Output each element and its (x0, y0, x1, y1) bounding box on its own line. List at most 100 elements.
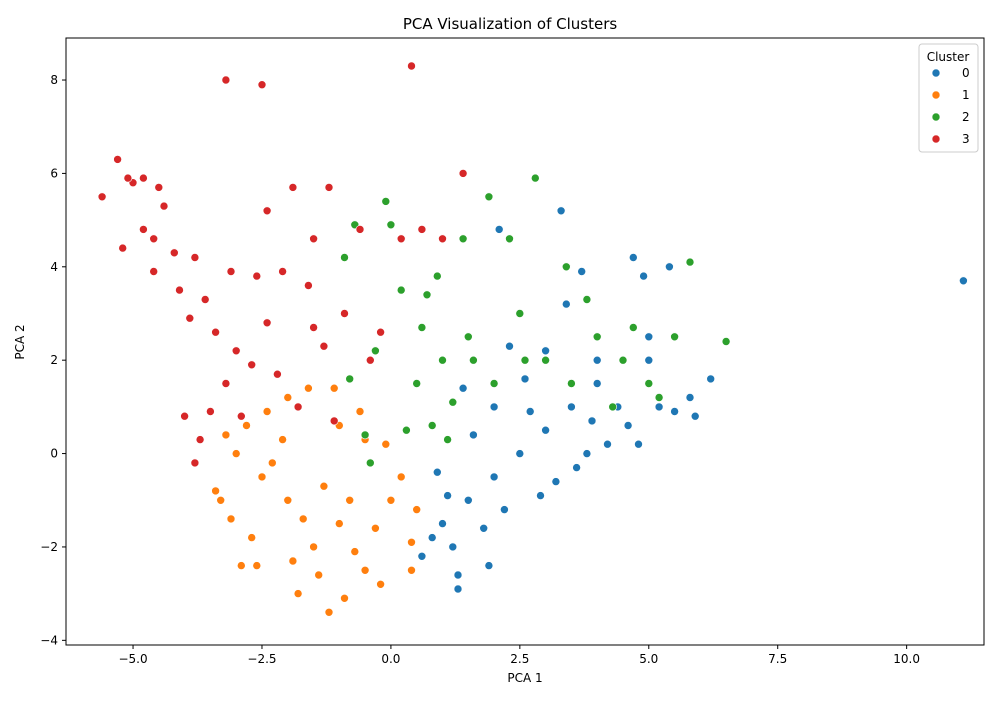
point-cluster-3-36 (340, 309, 349, 318)
point-cluster-2-16 (530, 173, 540, 183)
point-cluster-0-23 (561, 299, 571, 309)
y-tick-label: 8 (50, 73, 58, 87)
point-cluster-2-18 (458, 234, 468, 244)
point-cluster-3-49 (365, 355, 375, 365)
point-cluster-1-32 (386, 495, 396, 505)
point-cluster-2-38 (365, 458, 375, 468)
point-cluster-2-30 (360, 430, 370, 440)
legend-label-2: 2 (962, 110, 970, 124)
point-cluster-1-15 (376, 579, 385, 589)
point-cluster-2-19 (422, 290, 432, 300)
point-cluster-1-26 (288, 556, 298, 566)
y-tick-label: 4 (50, 260, 58, 274)
point-cluster-3-22 (221, 75, 231, 85)
point-cluster-0-49 (443, 491, 452, 500)
point-cluster-3-41 (293, 402, 303, 412)
point-cluster-2-25 (427, 421, 437, 430)
point-cluster-2-36 (469, 355, 478, 365)
point-cluster-3-10 (175, 285, 184, 295)
y-tick-label: −2 (40, 540, 58, 554)
legend-marker-3 (931, 134, 941, 144)
point-cluster-2-8 (618, 355, 628, 365)
point-cluster-2-1 (438, 355, 447, 365)
point-cluster-1-19 (226, 514, 236, 524)
legend-label-3: 3 (962, 132, 970, 146)
point-cluster-1-23 (319, 481, 329, 491)
point-cluster-0-33 (959, 276, 968, 286)
point-cluster-3-42 (309, 323, 318, 332)
series-cluster-2 (340, 173, 731, 468)
point-cluster-2-12 (685, 257, 695, 267)
point-cluster-0-27 (639, 271, 648, 281)
x-tick-label: −2.5 (247, 652, 276, 666)
point-cluster-1-12 (396, 472, 406, 482)
point-cluster-3-45 (149, 234, 158, 244)
point-cluster-0-24 (577, 267, 587, 276)
point-cluster-2-31 (432, 271, 442, 281)
point-cluster-1-30 (262, 407, 272, 416)
point-cluster-1-3 (360, 565, 370, 575)
point-cluster-3-1 (97, 192, 107, 202)
point-cluster-3-34 (278, 267, 287, 276)
point-cluster-0-6 (592, 379, 602, 388)
point-cluster-3-27 (288, 183, 298, 192)
point-cluster-1-5 (257, 472, 267, 482)
point-cluster-0-36 (479, 523, 489, 533)
point-cluster-3-29 (309, 234, 318, 244)
point-cluster-1-14 (407, 537, 416, 547)
point-cluster-0-44 (592, 355, 602, 365)
x-tick-label: −5.0 (118, 652, 147, 666)
point-cluster-0-1 (463, 495, 473, 505)
point-cluster-3-46 (139, 225, 148, 234)
point-cluster-2-13 (654, 393, 664, 402)
point-cluster-0-5 (567, 402, 576, 412)
plot-frame (65, 37, 985, 646)
point-cluster-3-5 (159, 201, 169, 211)
point-cluster-1-1 (334, 519, 344, 528)
point-cluster-0-2 (489, 472, 499, 482)
point-cluster-3-28 (262, 206, 272, 216)
point-cluster-2-6 (567, 379, 576, 388)
point-cluster-2-0 (412, 379, 422, 388)
point-cluster-1-38 (407, 565, 416, 575)
point-cluster-0-42 (458, 383, 468, 393)
point-cluster-2-17 (484, 192, 494, 202)
point-cluster-0-41 (525, 407, 535, 416)
point-cluster-2-27 (402, 425, 411, 435)
point-cluster-0-22 (541, 346, 550, 356)
point-cluster-3-16 (221, 379, 231, 388)
y-tick-label: 0 (50, 447, 58, 461)
point-cluster-0-4 (541, 425, 550, 435)
point-cluster-0-28 (556, 206, 566, 216)
point-cluster-3-23 (257, 80, 267, 89)
point-cluster-2-5 (541, 355, 550, 365)
point-cluster-2-35 (520, 355, 530, 365)
point-cluster-0-10 (427, 533, 437, 542)
legend-marker-1 (931, 90, 941, 100)
point-cluster-1-29 (355, 407, 365, 416)
point-cluster-2-34 (608, 402, 618, 412)
point-cluster-0-26 (665, 262, 674, 272)
legend-title: Cluster (927, 50, 970, 64)
point-cluster-3-4 (154, 183, 164, 192)
point-cluster-0-18 (690, 411, 700, 421)
point-cluster-1-7 (242, 421, 251, 430)
point-cluster-1-2 (283, 495, 293, 505)
point-cluster-3-21 (180, 411, 189, 421)
point-cluster-0-16 (685, 393, 695, 402)
point-cluster-0-11 (500, 505, 509, 514)
point-cluster-0-40 (572, 463, 581, 472)
point-cluster-0-0 (438, 519, 447, 528)
point-cluster-2-14 (628, 323, 638, 332)
point-cluster-1-22 (267, 458, 277, 468)
x-tick-label: 7.5 (768, 652, 787, 666)
point-cluster-0-31 (453, 570, 463, 580)
point-cluster-2-4 (515, 309, 525, 318)
point-cluster-1-33 (381, 439, 391, 449)
point-cluster-3-12 (185, 313, 195, 323)
point-cluster-3-8 (149, 267, 158, 276)
point-cluster-0-12 (551, 477, 561, 486)
point-cluster-2-3 (489, 379, 499, 388)
point-cluster-2-39 (417, 323, 427, 332)
